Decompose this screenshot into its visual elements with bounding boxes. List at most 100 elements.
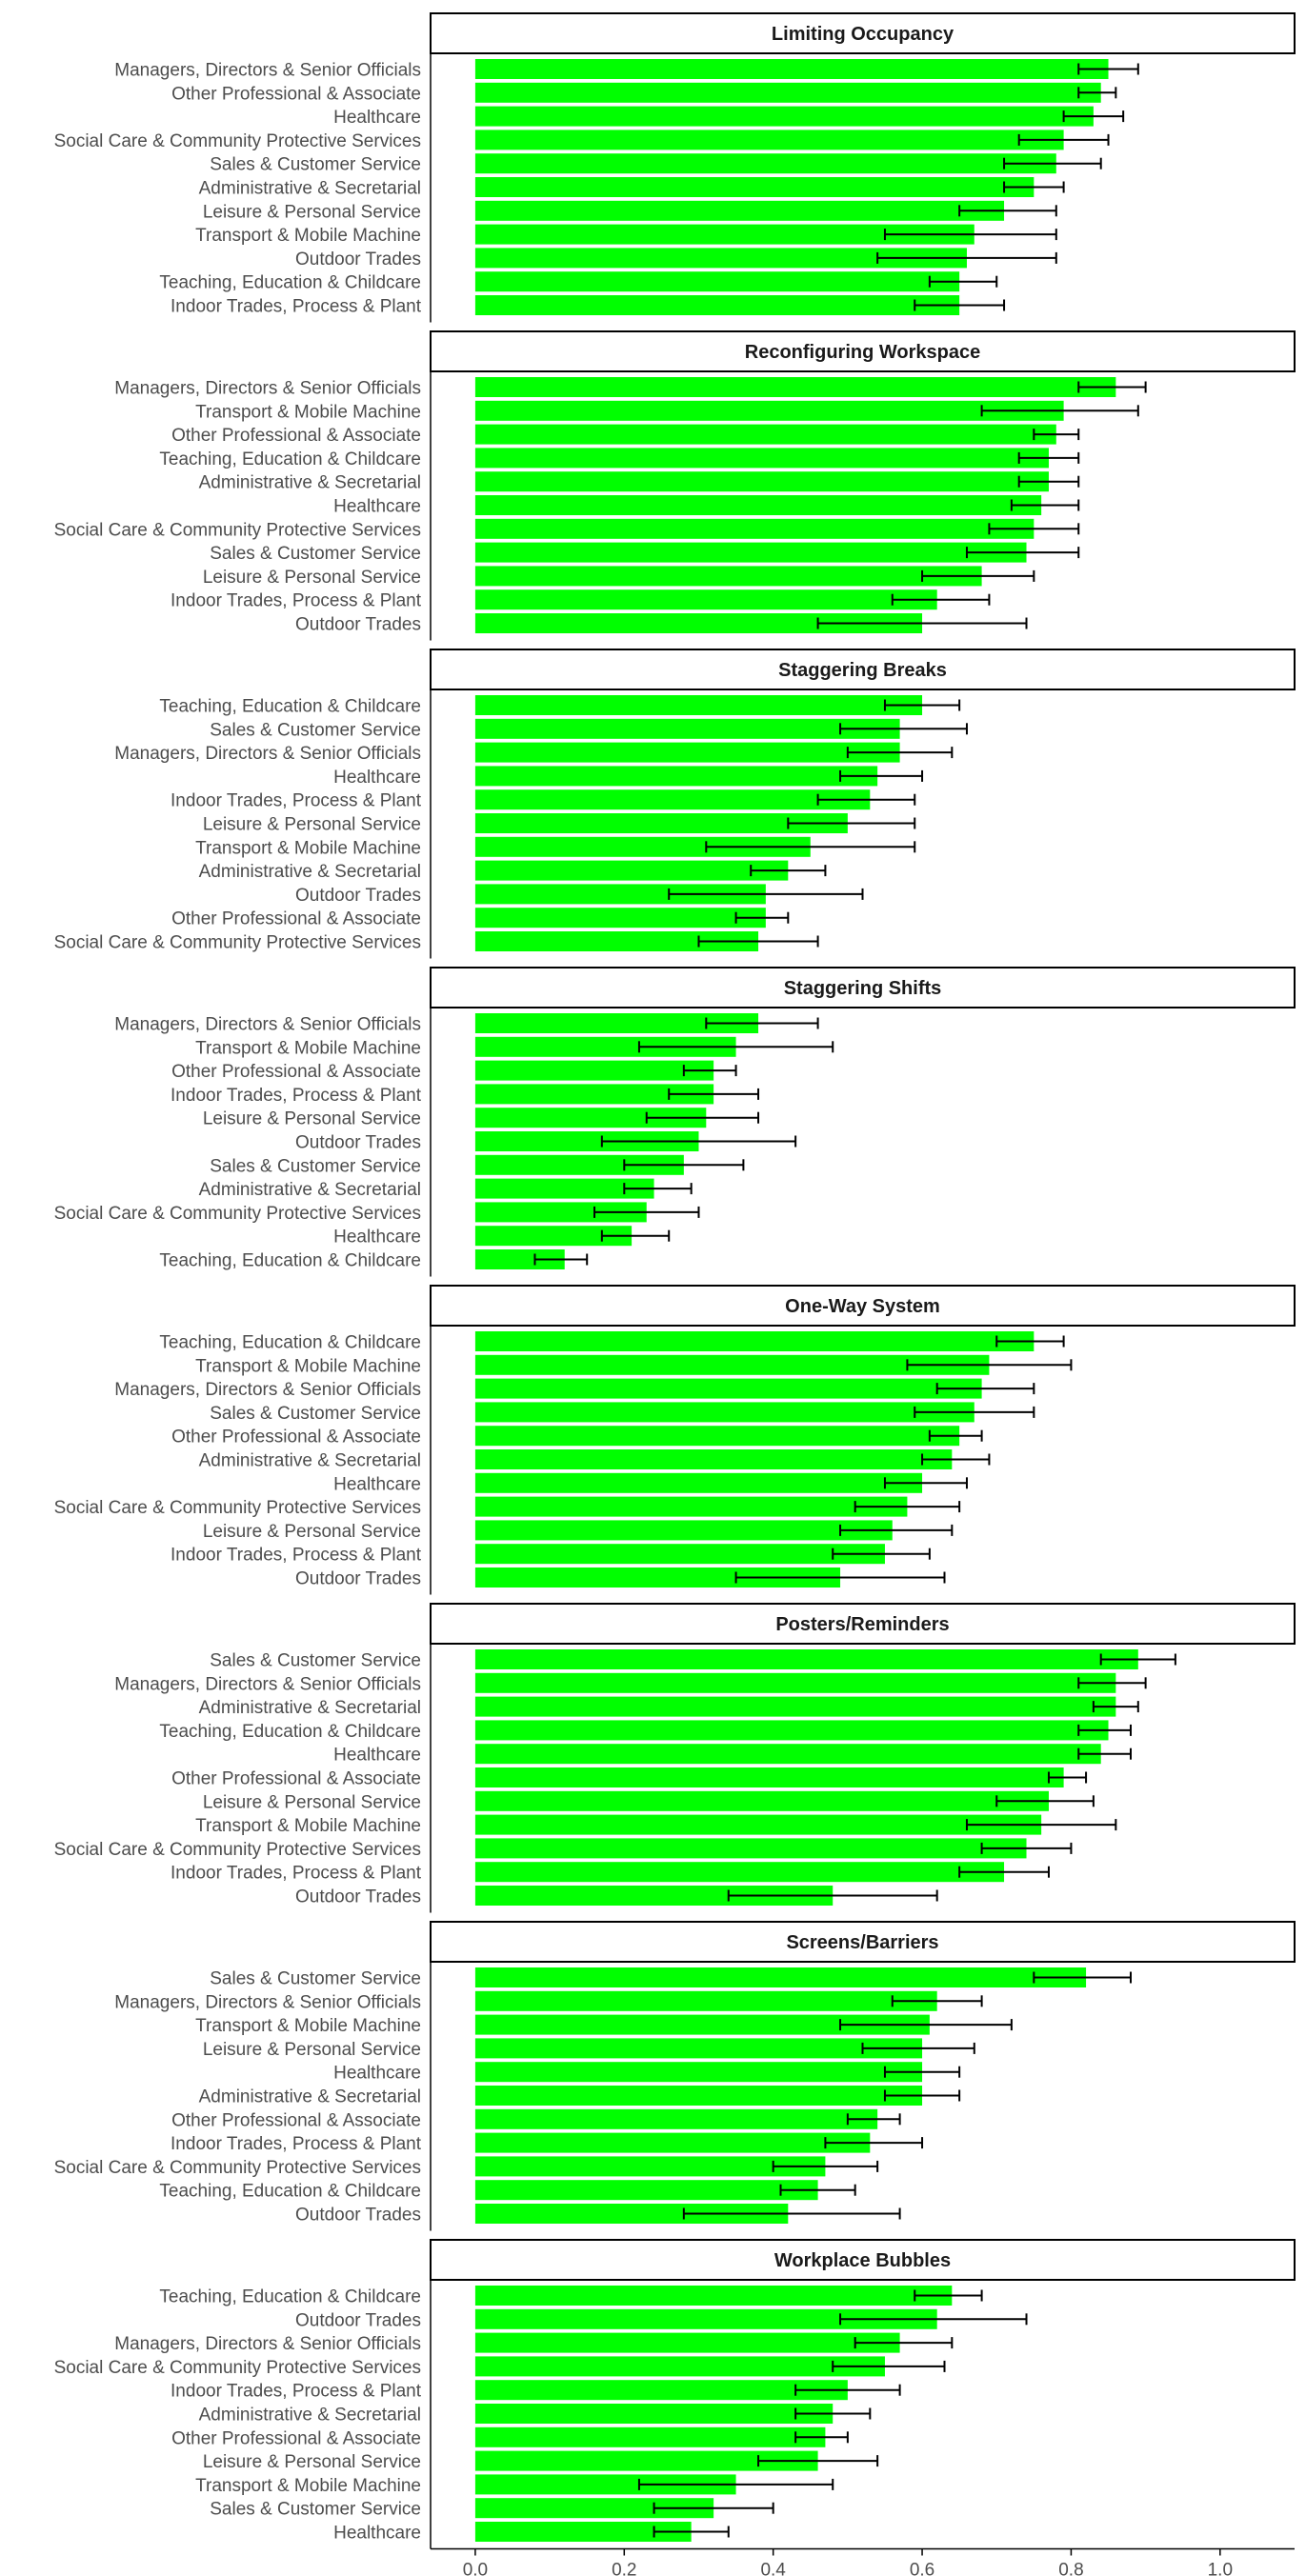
bar bbox=[474, 1084, 714, 1105]
category-label: Administrative & Secretarial bbox=[199, 2406, 421, 2426]
x-tick-label: 0.0 bbox=[463, 2561, 488, 2576]
bar bbox=[474, 860, 789, 881]
bar bbox=[474, 1154, 684, 1175]
category-label: Healthcare bbox=[333, 2524, 421, 2544]
bar bbox=[474, 295, 960, 315]
category-label: Other Professional & Associate bbox=[171, 1769, 421, 1789]
category-label: Other Professional & Associate bbox=[171, 2428, 421, 2448]
bar bbox=[474, 177, 1035, 197]
bar bbox=[474, 1331, 1035, 1351]
x-tick-label: 0.8 bbox=[1058, 2561, 1083, 2576]
bar bbox=[474, 1990, 937, 2011]
category-label: Sales & Customer Service bbox=[210, 1156, 421, 1176]
category-label: Outdoor Trades bbox=[295, 1887, 421, 1907]
category-label: Teaching, Education & Childcare bbox=[159, 1251, 421, 1271]
category-label: Sales & Customer Service bbox=[210, 544, 421, 564]
bar bbox=[474, 2180, 818, 2201]
bar bbox=[474, 1544, 885, 1565]
bar bbox=[474, 1449, 953, 1469]
category-label: Leisure & Personal Service bbox=[203, 1792, 421, 1812]
facet-strip-posters-reminders bbox=[430, 1603, 1296, 1645]
category-label: Other Professional & Associate bbox=[171, 1062, 421, 1082]
bar bbox=[474, 742, 900, 763]
category-label: Outdoor Trades bbox=[295, 1569, 421, 1589]
category-label: Other Professional & Associate bbox=[171, 84, 421, 104]
category-label: Leisure & Personal Service bbox=[203, 2040, 421, 2060]
bar bbox=[474, 2308, 937, 2329]
category-label: Managers, Directors & Senior Officials bbox=[114, 1992, 421, 2012]
category-label: Social Care & Community Protective Servi… bbox=[54, 933, 421, 953]
bar bbox=[474, 377, 1116, 397]
facet-title-posters-reminders: Posters/Reminders bbox=[775, 1614, 949, 1635]
x-tick-label: 1.0 bbox=[1208, 2561, 1233, 2576]
bar bbox=[474, 1426, 960, 1447]
bar bbox=[474, 82, 1101, 103]
category-label: Administrative & Secretarial bbox=[199, 179, 421, 199]
bar bbox=[474, 1226, 633, 1247]
category-label: Managers, Directors & Senior Officials bbox=[114, 1674, 421, 1694]
bar bbox=[474, 2426, 826, 2447]
bar bbox=[474, 448, 1049, 469]
category-label: Healthcare bbox=[333, 1746, 421, 1766]
bar bbox=[474, 813, 848, 833]
category-label: Healthcare bbox=[333, 108, 421, 128]
bar bbox=[474, 2156, 826, 2177]
category-label: Social Care & Community Protective Servi… bbox=[54, 1498, 421, 1518]
bar bbox=[474, 471, 1049, 492]
category-label: Other Professional & Associate bbox=[171, 426, 421, 446]
bar bbox=[474, 2014, 930, 2035]
category-label: Indoor Trades, Process & Plant bbox=[171, 2382, 422, 2402]
bar bbox=[474, 1249, 565, 1269]
category-label: Administrative & Secretarial bbox=[199, 1180, 421, 1200]
category-label: Social Care & Community Protective Servi… bbox=[54, 2358, 421, 2378]
facet-strip-screens-barriers bbox=[430, 1921, 1296, 1963]
bar bbox=[474, 1862, 1005, 1883]
category-label: Teaching, Education & Childcare bbox=[159, 697, 421, 717]
category-label: Transport & Mobile Machine bbox=[195, 402, 421, 422]
bar bbox=[474, 836, 811, 857]
category-label: Indoor Trades, Process & Plant bbox=[171, 791, 422, 811]
facet-title-workplace-bubbles: Workplace Bubbles bbox=[774, 2250, 951, 2271]
bar bbox=[474, 2332, 900, 2353]
bar bbox=[474, 1838, 1027, 1859]
category-label: Outdoor Trades bbox=[295, 1133, 421, 1153]
bar bbox=[474, 589, 937, 610]
bar bbox=[474, 1036, 736, 1057]
bar bbox=[474, 200, 1005, 221]
bar bbox=[474, 271, 960, 292]
bar bbox=[474, 566, 982, 587]
bar bbox=[474, 2062, 923, 2083]
bar bbox=[474, 2286, 953, 2306]
category-label: Sales & Customer Service bbox=[210, 720, 421, 740]
category-label: Social Care & Community Protective Servi… bbox=[54, 2158, 421, 2178]
bar bbox=[474, 1496, 908, 1517]
facet-strip-staggering-shifts bbox=[430, 967, 1296, 1008]
category-label: Healthcare bbox=[333, 1228, 421, 1248]
category-label: Other Professional & Associate bbox=[171, 909, 421, 929]
bar bbox=[474, 1672, 1116, 1693]
category-label: Administrative & Secretarial bbox=[199, 1698, 421, 1718]
category-label: Administrative & Secretarial bbox=[199, 2087, 421, 2107]
category-label: Leisure & Personal Service bbox=[203, 1109, 421, 1129]
bar bbox=[474, 2038, 923, 2059]
bar bbox=[474, 2132, 871, 2153]
category-label: Managers, Directors & Senior Officials bbox=[114, 61, 421, 81]
facet-title-one-way-system: One-Way System bbox=[785, 1296, 940, 1317]
category-label: Teaching, Education & Childcare bbox=[159, 449, 421, 469]
bar bbox=[474, 1967, 1087, 1987]
bar bbox=[474, 2522, 692, 2542]
category-label: Outdoor Trades bbox=[295, 250, 421, 270]
bar bbox=[474, 1696, 1116, 1717]
category-label: Indoor Trades, Process & Plant bbox=[171, 591, 422, 611]
category-label: Managers, Directors & Senior Officials bbox=[114, 379, 421, 399]
bar bbox=[474, 2108, 878, 2129]
category-label: Sales & Customer Service bbox=[210, 1651, 421, 1671]
category-label: Social Care & Community Protective Servi… bbox=[54, 131, 421, 151]
category-label: Indoor Trades, Process & Plant bbox=[171, 1086, 422, 1106]
category-label: Outdoor Trades bbox=[295, 615, 421, 635]
bar bbox=[474, 495, 1042, 515]
bar bbox=[474, 400, 1064, 421]
category-label: Other Professional & Associate bbox=[171, 1428, 421, 1448]
x-tick-label: 0.6 bbox=[910, 2561, 934, 2576]
bar bbox=[474, 1108, 707, 1128]
